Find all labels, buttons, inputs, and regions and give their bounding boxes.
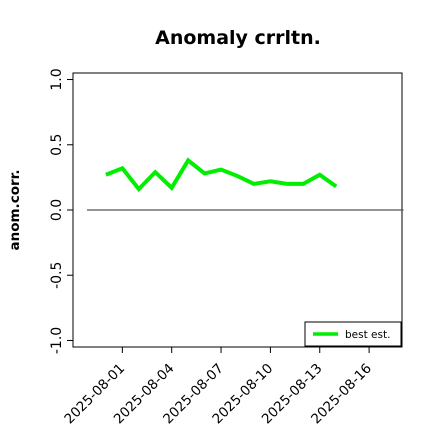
chart-title: Anomaly crrltn. [155, 27, 321, 49]
y-tick-label: 1.0 [49, 68, 65, 90]
y-tick-label: -1.0 [49, 327, 65, 354]
x-axis: 2025-08-012025-08-042025-08-072025-08-10… [61, 347, 375, 427]
y-tick-label: -0.5 [49, 262, 65, 289]
y-tick-label: 0.0 [49, 199, 65, 221]
series-layer [105, 157, 338, 193]
y-axis-label: anom.corr. [7, 170, 23, 251]
series-line-best-est [105, 157, 338, 193]
y-tick-label: 0.5 [49, 134, 65, 156]
y-axis: -1.0 -0.5 0.0 0.5 1.0 [49, 68, 73, 354]
legend-label-best-est: best est. [345, 329, 390, 341]
legend: best est. [304, 321, 402, 347]
